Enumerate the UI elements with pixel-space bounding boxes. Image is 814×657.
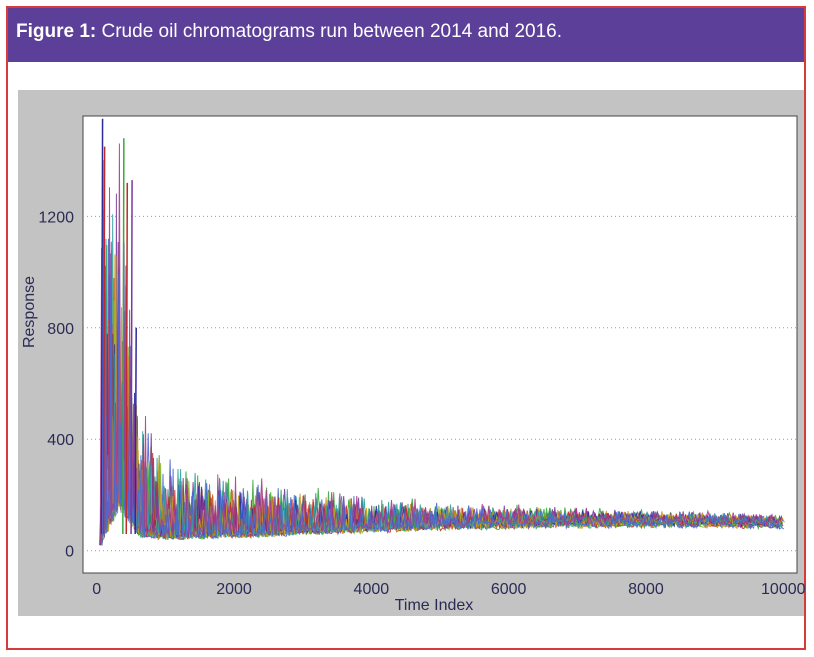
x-tick-label: 2000 <box>216 581 252 598</box>
chromatogram-traces <box>99 118 785 546</box>
chromatogram-spike <box>100 118 104 534</box>
y-axis-label: Response <box>21 276 38 348</box>
chromatogram-spike <box>130 180 133 534</box>
y-axis-ticks: 0 400 800 1200 <box>38 209 74 560</box>
y-tick-label: 0 <box>65 544 74 561</box>
x-axis-label: Time Index <box>395 597 474 614</box>
figure-label: Figure 1: <box>16 21 97 42</box>
x-tick-label: 4000 <box>354 581 390 598</box>
y-tick-label: 1200 <box>38 209 74 226</box>
x-tick-label: 8000 <box>628 581 664 598</box>
y-tick-label: 400 <box>47 432 74 449</box>
x-tick-label: 0 <box>92 581 101 598</box>
chromatogram-spike <box>134 327 137 534</box>
x-tick-label: 10000 <box>761 581 806 598</box>
chromatogram-spike <box>122 138 125 534</box>
chromatogram-trace <box>99 143 783 546</box>
figure-caption: Figure 1: Crude oil chromatograms run be… <box>8 8 804 62</box>
figure-caption-text: Crude oil chromatograms run between 2014… <box>96 21 563 42</box>
chromatogram-spike <box>102 146 106 534</box>
y-tick-label: 800 <box>47 321 74 338</box>
x-tick-label: 6000 <box>491 581 527 598</box>
chromatogram-spike <box>125 182 129 534</box>
chromatogram-trace <box>101 265 785 546</box>
grid-lines <box>83 215 797 552</box>
chromatogram-spike <box>101 216 105 534</box>
x-axis-ticks: 0 2000 4000 6000 8000 10000 <box>92 581 805 598</box>
chromatogram-trace <box>101 160 783 546</box>
